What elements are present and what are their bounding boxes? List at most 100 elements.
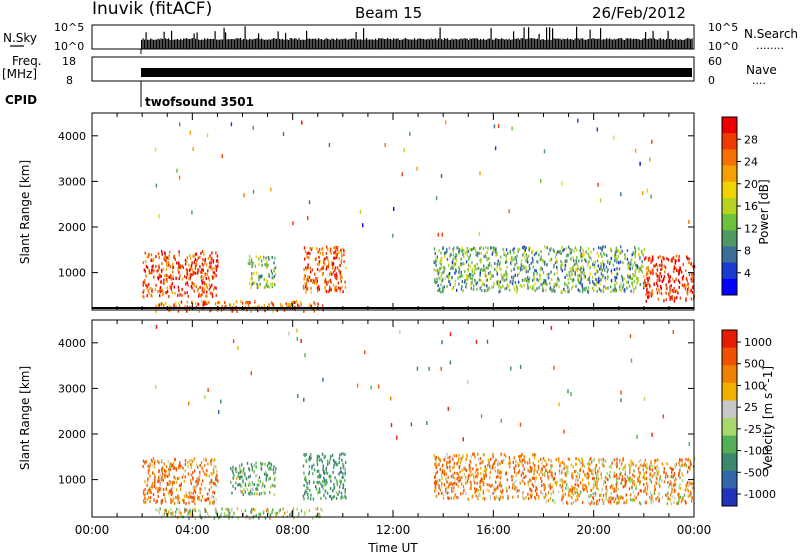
data-cell: [340, 274, 342, 277]
data-cell: [144, 279, 146, 282]
data-cell: [581, 501, 584, 505]
data-cell: [453, 496, 455, 500]
data-cell: [478, 278, 481, 282]
data-cell: [435, 269, 437, 273]
data-cell: [688, 261, 690, 265]
data-cell: [442, 246, 444, 250]
data-cell: [224, 514, 227, 518]
data-cell: [546, 246, 548, 250]
data-cell: [678, 498, 680, 502]
freq-tick-high: 18: [62, 55, 76, 68]
data-cell: [231, 507, 233, 511]
data-cell: [197, 268, 199, 272]
data-cell: [575, 499, 577, 502]
nsky-bar: [306, 30, 308, 49]
data-cell: [678, 486, 680, 490]
data-cell: [638, 480, 641, 484]
data-cell: [689, 494, 691, 497]
nsky-bar: [642, 39, 644, 49]
data-cell: [333, 463, 335, 467]
data-cell: [681, 498, 683, 502]
data-cell: [659, 477, 661, 481]
data-cell: [252, 507, 254, 511]
data-cell: [312, 281, 314, 284]
data-cell: [211, 251, 213, 255]
data-cell: [267, 461, 270, 465]
data-cell: [687, 257, 689, 261]
data-cell: [451, 260, 454, 264]
data-cell: [591, 286, 594, 290]
data-cell: [449, 465, 451, 469]
data-cell: [401, 172, 403, 177]
data-cell: [627, 280, 629, 284]
data-cell: [435, 471, 437, 475]
data-cell: [213, 459, 215, 462]
data-cell: [152, 457, 155, 461]
data-cell: [193, 284, 195, 288]
data-cell: [159, 507, 161, 511]
data-cell: [428, 366, 430, 371]
data-cell: [675, 489, 677, 493]
data-cell: [486, 488, 488, 492]
data-cell: [192, 507, 194, 511]
data-cell: [517, 250, 519, 253]
data-cell: [196, 477, 198, 481]
data-cell: [542, 456, 545, 460]
data-cell: [658, 482, 660, 486]
data-cell: [603, 459, 605, 463]
data-cell: [685, 457, 687, 461]
data-cell: [496, 280, 498, 284]
data-cell: [208, 265, 210, 269]
data-cell: [515, 261, 518, 265]
data-cell: [253, 492, 256, 496]
data-cell: [550, 474, 552, 478]
nsky-bar: [291, 38, 293, 49]
data-cell: [612, 484, 614, 487]
data-cell: [458, 466, 461, 470]
data-cell: [304, 249, 307, 253]
data-cell: [151, 265, 153, 269]
data-cell: [201, 279, 203, 283]
data-cell: [602, 290, 605, 294]
data-cell: [271, 272, 273, 276]
data-cell: [515, 474, 517, 478]
data-cell: [307, 279, 309, 283]
data-cell: [529, 468, 532, 472]
data-cell: [197, 482, 199, 486]
data-cell: [688, 465, 691, 469]
nsky-bar: [312, 38, 314, 49]
data-cell: [251, 465, 253, 469]
data-cell: [482, 489, 485, 493]
data-cell: [596, 289, 598, 293]
data-cell: [471, 270, 473, 274]
data-cell: [263, 484, 266, 488]
data-cell: [436, 255, 438, 259]
data-cell: [492, 491, 494, 495]
data-cell: [245, 301, 247, 305]
data-cell: [622, 457, 624, 460]
data-cell: [265, 265, 267, 269]
data-cell: [639, 161, 641, 166]
data-cell: [167, 512, 170, 516]
data-cell: [586, 476, 588, 480]
data-cell: [319, 490, 321, 494]
data-cell: [543, 149, 546, 154]
data-cell: [658, 498, 661, 502]
data-cell: [620, 251, 622, 255]
data-cell: [569, 267, 571, 270]
data-cell: [213, 516, 216, 520]
data-cell: [252, 189, 255, 194]
nsky-bar: [256, 38, 258, 49]
data-cell: [615, 463, 617, 467]
data-cell: [600, 252, 602, 256]
nsky-bar: [592, 38, 594, 49]
colorbar-swatch: [722, 181, 737, 199]
nsky-bar: [538, 33, 540, 49]
data-cell: [647, 268, 649, 272]
data-cell: [575, 479, 577, 482]
data-cell: [334, 256, 336, 260]
data-cell: [603, 266, 605, 270]
nsky-bar: [310, 39, 312, 49]
data-cell: [460, 482, 463, 486]
data-cell: [470, 276, 472, 280]
